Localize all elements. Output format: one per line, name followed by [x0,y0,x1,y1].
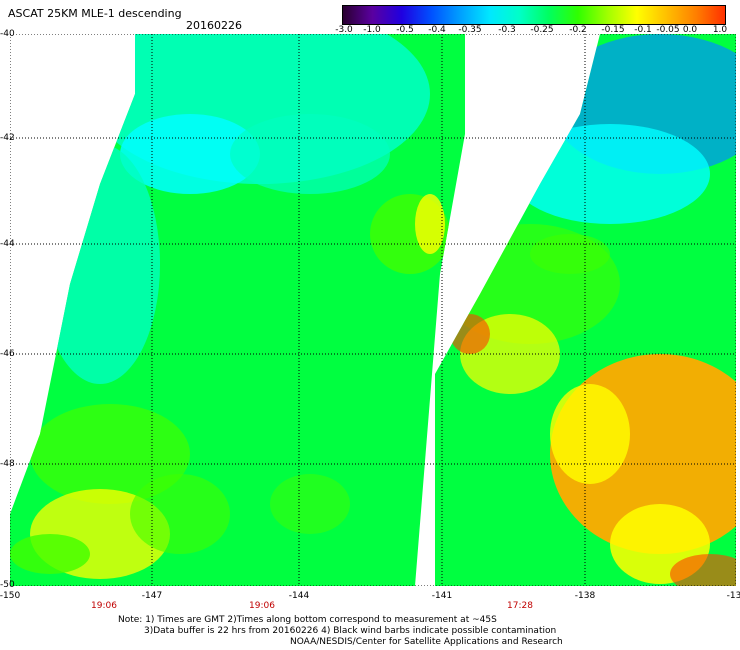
red-region [450,314,490,354]
color-scale-bar [342,5,726,25]
latitude-label: -42 [0,133,15,143]
aqua-region [40,144,160,384]
longitude-label: -13 [726,591,740,601]
color-scale-label: -1.0 [363,25,381,35]
left-swath-region [10,34,465,586]
lime-region [270,474,350,534]
yellow-region [550,384,630,484]
latitude-label: -40 [0,29,15,39]
latitude-label: -46 [0,349,15,359]
color-scale-label: 0.0 [682,25,698,35]
yellow-region [415,194,445,254]
red-region [670,554,736,586]
cyan-region [510,124,710,224]
lime-region [130,474,230,554]
color-scale-label: -0.5 [396,25,414,35]
product-title: ASCAT 25KM MLE-1 descending [8,7,182,20]
color-scale-label: -0.3 [498,25,516,35]
latitude-label: -48 [0,459,15,469]
longitude-label: -150 [0,591,21,601]
pass-time-label: 19:06 [91,601,117,611]
longitude-label: -144 [288,591,310,601]
latitude-label: -44 [0,239,15,249]
lime-region [530,234,610,274]
lime-region [30,404,190,504]
pass-time-label: 17:28 [507,601,533,611]
note-line-3: NOAA/NESDIS/Center for Satellite Applica… [290,637,563,647]
pass-time-label: 19:06 [249,601,275,611]
aqua-region [230,114,390,194]
product-date: 20160226 [186,19,242,32]
latitude-label: -50 [0,580,15,590]
color-scale-label: -0.1 [634,25,652,35]
color-scale-label: 1.0 [712,25,728,35]
scatterometer-swath-map [10,34,736,586]
note-line-2: 3)Data buffer is 22 hrs from 20160226 4)… [144,626,557,636]
longitude-label: -141 [431,591,453,601]
note-line-1: Note: 1) Times are GMT 2)Times along bot… [118,615,497,625]
color-scale-label: -0.2 [569,25,587,35]
longitude-label: -138 [574,591,596,601]
color-scale-label: -0.25 [530,25,554,35]
color-scale-label: -0.4 [428,25,446,35]
color-scale-label: -0.15 [601,25,625,35]
cyan-region [120,114,260,194]
color-scale-label: -3.0 [335,25,353,35]
color-scale-label: -0.05 [656,25,680,35]
color-scale-label: -0.35 [458,25,482,35]
longitude-label: -147 [141,591,163,601]
lat-lon-gridlines [10,34,736,586]
right-swath-region [435,34,736,586]
lime-region [10,534,90,574]
